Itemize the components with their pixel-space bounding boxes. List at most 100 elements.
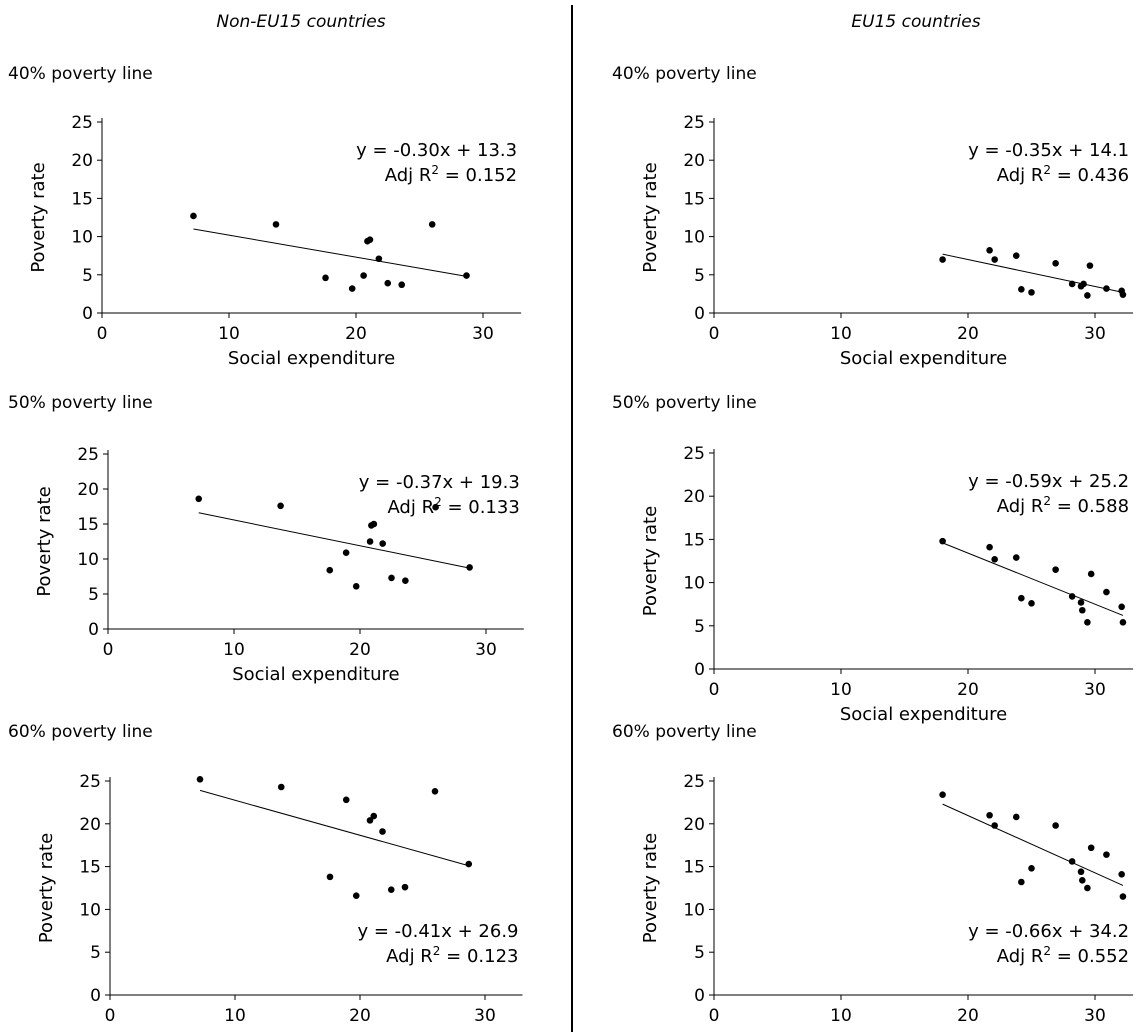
y-tick-label: 10 <box>71 228 93 248</box>
regression-equation: y = -0.35x + 14.1 <box>968 140 1129 161</box>
data-point <box>991 555 998 563</box>
data-point <box>326 873 334 881</box>
x-tick-label: 0 <box>105 1006 116 1026</box>
data-point <box>277 502 284 510</box>
data-point <box>1118 603 1125 611</box>
data-point <box>991 822 998 829</box>
x-tick-label: 10 <box>223 640 245 660</box>
y-axis-label: Poverty rate <box>34 486 55 596</box>
x-tick-label: 0 <box>103 640 114 660</box>
chart-6: 0 5 10 15 20 25 0 10 20 30 Social expenditure Pover… <box>640 772 1134 1032</box>
y-tick-label: 25 <box>79 772 101 792</box>
y-tick-label: 20 <box>683 151 705 171</box>
x-axis-label: Social expenditure <box>840 1030 1007 1032</box>
x-tick-label: 10 <box>830 680 852 700</box>
r-squared-prefix: Adj R <box>997 165 1044 186</box>
data-point <box>370 812 378 820</box>
x-tick-label: 30 <box>1084 1006 1106 1026</box>
data-point <box>1087 570 1095 578</box>
trendline <box>942 803 1124 886</box>
x-tick-label: 30 <box>474 1006 496 1026</box>
y-tick-label: 0 <box>82 304 93 324</box>
y-axis-label: Poverty rate <box>640 162 661 272</box>
data-point <box>1018 286 1025 293</box>
data-point <box>1084 619 1091 626</box>
data-point <box>463 272 470 279</box>
data-point <box>342 549 350 556</box>
regression-equation: y = -0.41x + 26.9 <box>357 921 518 942</box>
data-point <box>939 537 946 545</box>
data-point <box>1103 285 1110 292</box>
x-tick-label: 20 <box>957 680 979 700</box>
y-tick-label: 10 <box>77 550 99 570</box>
data-point <box>1052 822 1059 829</box>
data-point <box>1079 606 1086 614</box>
r-squared-label: Adj R2 = 0.123 <box>386 944 518 967</box>
y-axis-label: Poverty rate <box>28 162 49 272</box>
chart-1: 0 5 10 15 20 25 0 10 20 30 Social expenditure Pover… <box>28 113 522 369</box>
r-squared-value: = 0.123 <box>440 946 518 967</box>
y-tick-label: 0 <box>694 304 705 324</box>
r-squared-superscript: 2 <box>1043 494 1051 508</box>
y-tick-label: 25 <box>71 113 93 133</box>
r-squared-superscript: 2 <box>433 944 441 958</box>
data-point <box>1119 291 1127 298</box>
data-point <box>1103 588 1110 596</box>
x-tick-label: 30 <box>475 640 497 660</box>
data-point <box>384 279 392 287</box>
data-point <box>986 247 993 254</box>
data-point <box>1119 893 1127 900</box>
x-tick-label: 10 <box>830 1006 852 1026</box>
x-tick-label: 10 <box>218 324 240 344</box>
y-tick-label: 25 <box>683 113 705 133</box>
data-point <box>1028 289 1035 296</box>
data-point <box>402 577 409 584</box>
regression-equation: y = -0.30x + 13.3 <box>356 140 517 161</box>
data-point <box>1012 252 1020 259</box>
data-point <box>939 791 946 798</box>
data-point <box>1118 871 1125 878</box>
data-point <box>1018 878 1025 886</box>
data-point <box>1087 844 1095 852</box>
y-tick-label: 15 <box>71 189 93 209</box>
data-point <box>939 256 946 263</box>
regression-equation: y = -0.59x + 25.2 <box>968 471 1129 492</box>
data-point <box>387 886 395 894</box>
x-axis-label: Social expenditure <box>232 664 399 685</box>
y-tick-label: 20 <box>71 151 93 171</box>
y-tick-label: 10 <box>79 900 101 920</box>
x-tick-label: 30 <box>1084 680 1106 700</box>
data-point <box>370 520 378 528</box>
data-point <box>352 892 360 900</box>
y-tick-label: 15 <box>77 515 99 535</box>
data-point <box>1012 813 1020 821</box>
r-squared-value: = 0.133 <box>442 497 520 518</box>
r-squared-prefix: Adj R <box>387 497 434 518</box>
y-axis-label: Poverty rate <box>36 833 57 943</box>
data-point <box>1018 594 1025 602</box>
y-tick-label: 0 <box>694 660 705 680</box>
regression-equation: y = -0.37x + 19.3 <box>359 472 520 493</box>
data-point <box>1084 884 1091 892</box>
panel-title-40-non-eu15: 40% poverty line <box>8 64 153 84</box>
data-point <box>388 574 395 582</box>
x-tick-label: 20 <box>957 1006 979 1026</box>
chart-2: 0 5 10 15 20 25 0 10 20 30 Social expenditure Pover… <box>640 113 1134 369</box>
chart-5: 0 5 10 15 20 25 0 10 20 30 Social expenditure Pover… <box>36 772 523 1032</box>
data-point <box>366 538 374 545</box>
y-tick-label: 5 <box>90 943 101 963</box>
data-point <box>401 883 409 891</box>
y-tick-label: 25 <box>683 444 705 464</box>
data-point <box>326 566 334 574</box>
r-squared-label: Adj R2 = 0.133 <box>387 495 519 518</box>
data-point <box>1028 600 1035 607</box>
x-tick-label: 0 <box>709 680 720 700</box>
data-point <box>379 828 386 835</box>
data-point <box>991 256 998 263</box>
y-tick-label: 5 <box>82 266 93 286</box>
data-point <box>1028 865 1035 872</box>
y-tick-label: 10 <box>683 228 705 248</box>
y-tick-label: 15 <box>683 189 705 209</box>
y-tick-label: 5 <box>88 585 99 605</box>
